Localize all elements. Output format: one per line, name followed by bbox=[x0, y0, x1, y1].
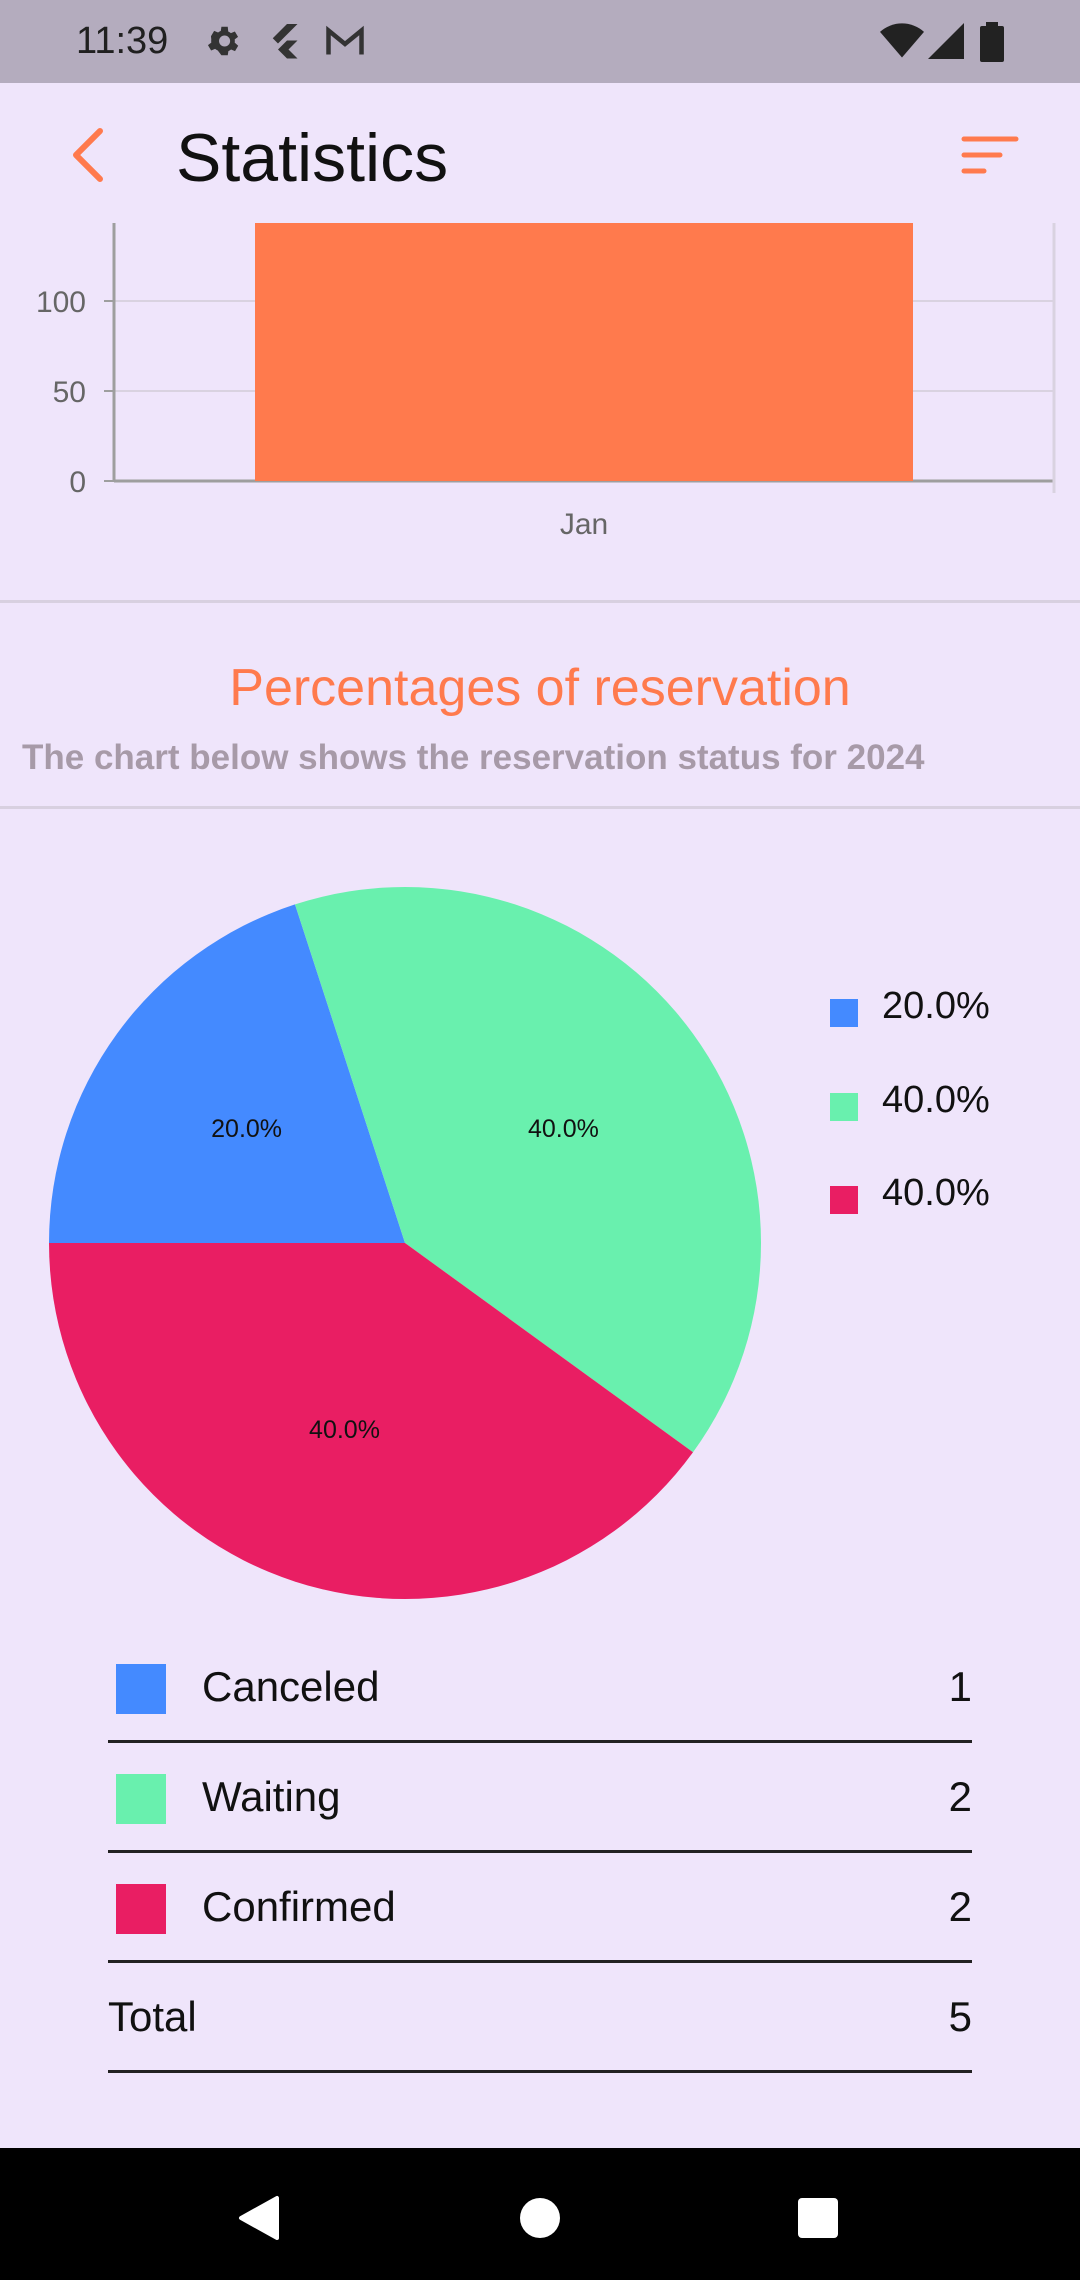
legend-label: 40.0% bbox=[882, 1079, 990, 1121]
divider bbox=[0, 806, 1080, 809]
table-row: Waiting 2 bbox=[108, 1743, 972, 1853]
total-label: Total bbox=[108, 1993, 197, 2040]
pie-slice bbox=[49, 1243, 694, 1599]
back-triangle-icon[interactable] bbox=[219, 2178, 299, 2258]
table-row: Canceled 1 bbox=[108, 1633, 972, 1743]
table-row: Confirmed 2 bbox=[108, 1853, 972, 1963]
slice-label: 40.0% bbox=[528, 1115, 599, 1143]
battery-icon bbox=[980, 22, 1004, 62]
legend-swatch bbox=[830, 1093, 858, 1121]
flutter-icon bbox=[272, 24, 298, 59]
total-count: 5 bbox=[948, 1993, 972, 2040]
y-tick-label: 100 bbox=[36, 286, 86, 319]
legend-swatch bbox=[830, 1186, 858, 1214]
total-row: Total 5 bbox=[108, 1963, 972, 2073]
legend-swatch bbox=[830, 999, 858, 1027]
x-tick-label: Jan bbox=[560, 508, 608, 541]
row-label: Confirmed bbox=[202, 1883, 396, 1930]
sort-icon bbox=[961, 136, 1019, 174]
signal-icon bbox=[928, 23, 964, 59]
recents-square-icon[interactable] bbox=[778, 2178, 858, 2258]
chevron-left-icon bbox=[73, 128, 103, 182]
color-swatch bbox=[116, 1774, 166, 1824]
color-swatch bbox=[116, 1884, 166, 1934]
navigation-bar bbox=[0, 2148, 1080, 2280]
pie-chart: 20.0% 40.0% 40.0% bbox=[49, 887, 762, 1599]
page-title: Statistics bbox=[176, 120, 449, 196]
legend-label: 20.0% bbox=[882, 985, 990, 1027]
pie-slice bbox=[49, 904, 405, 1243]
settings-icon bbox=[207, 26, 239, 56]
section-title: Percentages of reservation bbox=[229, 659, 851, 717]
y-tick-label: 0 bbox=[69, 466, 86, 499]
color-swatch bbox=[116, 1664, 166, 1714]
row-label: Waiting bbox=[202, 1773, 341, 1820]
bar-chart: 0 50 100 Jan bbox=[36, 223, 1056, 541]
sort-button[interactable] bbox=[960, 133, 1020, 177]
slice-label: 40.0% bbox=[309, 1416, 380, 1444]
row-count: 2 bbox=[948, 1773, 972, 1820]
divider bbox=[0, 600, 1080, 603]
status-bar: 11:39 bbox=[0, 0, 1080, 83]
bar bbox=[255, 223, 913, 481]
pie-slice bbox=[294, 887, 762, 1453]
app-bar: Statistics bbox=[0, 83, 1080, 223]
row-label: Canceled bbox=[202, 1663, 380, 1710]
status-time: 11:39 bbox=[76, 20, 169, 62]
back-button[interactable] bbox=[58, 125, 118, 185]
reservation-table: Canceled 1 Waiting 2 Confirmed 2 Total 5 bbox=[108, 1633, 972, 2073]
gmail-icon bbox=[326, 25, 364, 55]
section-subtitle: The chart below shows the reservation st… bbox=[22, 738, 925, 777]
row-count: 2 bbox=[948, 1883, 972, 1930]
home-circle-icon[interactable] bbox=[500, 2178, 580, 2258]
legend-label: 40.0% bbox=[882, 1172, 990, 1214]
wifi-icon bbox=[880, 23, 924, 58]
slice-label: 20.0% bbox=[211, 1115, 282, 1143]
row-count: 1 bbox=[948, 1663, 972, 1710]
y-tick-label: 50 bbox=[53, 376, 86, 409]
